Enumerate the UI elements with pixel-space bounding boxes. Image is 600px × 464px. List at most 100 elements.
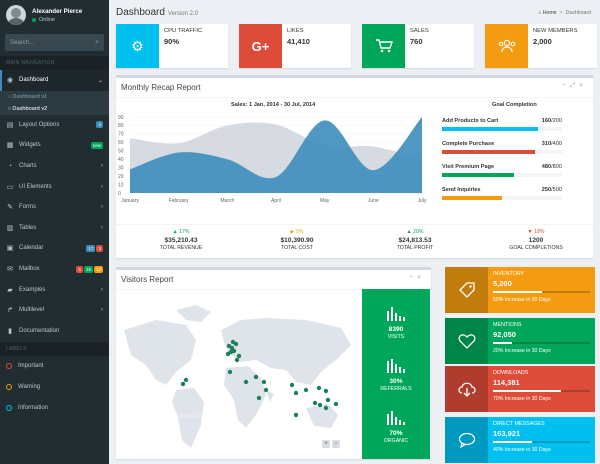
visitor-marker[interactable] <box>333 401 339 407</box>
sidebar-item-dashboard-v2[interactable]: Dashboard v2 <box>0 103 109 115</box>
visitor-marker[interactable] <box>303 387 309 393</box>
visitor-marker[interactable] <box>325 397 331 403</box>
side-box-value: 5,200 <box>493 279 512 288</box>
goal-count: 480/800 <box>541 164 562 170</box>
visitor-marker[interactable] <box>323 405 329 411</box>
visitor-marker[interactable] <box>293 390 299 396</box>
info-box-cpu-traffic: ⚙ CPU TRAFFIC 90% <box>116 24 228 68</box>
close-icon[interactable]: × <box>579 82 587 89</box>
x-tick-label: May <box>320 198 330 204</box>
visitor-marker[interactable] <box>312 400 318 406</box>
sidebar-item-examples[interactable]: ▰ Examples ‹ <box>0 279 109 300</box>
visits-value: 8390 <box>388 326 404 333</box>
world-map[interactable]: + − <box>116 290 361 460</box>
search-input[interactable]: Search... ⌕ <box>5 34 104 51</box>
info-box-label: NEW MEMBERS <box>533 28 578 34</box>
count-badge: 12 <box>93 265 103 273</box>
sidebar-item-dashboard-v1[interactable]: Dashboard v1 <box>0 91 109 103</box>
shopping-cart-icon <box>362 24 405 68</box>
sidebar-item-label: Layout Options <box>19 121 60 128</box>
sidebar-label-warning[interactable]: Warning <box>0 377 109 398</box>
sidebar-item-layout-options[interactable]: ▤ Layout Options 4 <box>0 115 109 136</box>
visitor-marker[interactable] <box>289 382 295 388</box>
visitor-marker[interactable] <box>227 369 233 375</box>
visitor-marker[interactable] <box>243 379 249 385</box>
home-icon: ⌂ <box>538 10 542 16</box>
visitor-marker[interactable] <box>317 402 323 408</box>
zoom-in-button[interactable]: + <box>322 440 330 448</box>
stat-value: $35,210.43 <box>164 237 198 244</box>
visitor-marker[interactable] <box>236 353 242 359</box>
x-tick-label: July <box>418 198 427 204</box>
sidebar-item-documentation[interactable]: ▮ Documentation <box>0 321 109 342</box>
goal-completion-title: Goal Completion <box>492 102 537 108</box>
avatar[interactable] <box>6 5 26 25</box>
bar-chart-icon <box>387 359 405 373</box>
visitor-marker[interactable] <box>225 351 231 357</box>
visitor-marker[interactable] <box>261 379 267 385</box>
visitor-marker[interactable] <box>253 374 259 380</box>
page-title-text: Dashboard <box>116 7 165 18</box>
circle-icon <box>6 363 12 370</box>
page-version: Version 2.0 <box>167 11 198 17</box>
visitor-marker[interactable] <box>293 412 299 418</box>
search-icon[interactable]: ⌕ <box>95 38 99 46</box>
visitor-marker[interactable] <box>263 387 269 393</box>
sidebar-item-tables[interactable]: ▥ Tables ‹ <box>0 218 109 239</box>
y-tick-label: 0 <box>118 191 121 197</box>
close-icon[interactable]: × <box>417 274 425 281</box>
referrals-value: 30% <box>389 378 403 385</box>
x-tick-label: February <box>169 198 190 204</box>
sidebar-item-dashboard[interactable]: ◉ Dashboard ⌄ <box>0 70 109 91</box>
goal-item: Complete Purchase 310/400 <box>442 141 562 154</box>
zoom-out-button[interactable]: − <box>332 440 340 448</box>
monthly-recap-box: Monthly Recap Report −⤢× Sales: 1 Jan, 2… <box>116 75 593 258</box>
visitor-marker[interactable] <box>323 388 329 394</box>
info-box-sales: SALES 760 <box>362 24 474 68</box>
visitor-marker[interactable] <box>256 395 262 401</box>
visitor-marker[interactable] <box>234 357 240 363</box>
side-box-value: 163,921 <box>493 429 521 438</box>
envelope-icon: ✉ <box>7 266 13 274</box>
collapse-icon[interactable]: − <box>562 82 570 89</box>
breadcrumb-home[interactable]: Home <box>542 10 557 16</box>
sidebar-item-label: Charts <box>19 163 37 170</box>
y-tick-label: 60 <box>118 140 124 146</box>
chevron-down-icon: ⌄ <box>97 77 103 84</box>
sidebar-label-information[interactable]: Information <box>0 397 109 418</box>
online-dot-icon <box>32 17 36 22</box>
goal-progress-fill <box>442 150 535 154</box>
sidebar-item-charts[interactable]: ◔ Charts ‹ <box>0 156 109 177</box>
sidebar-label-important[interactable]: Important <box>0 356 109 377</box>
visitor-marker[interactable] <box>180 381 186 387</box>
pie-chart-icon: ◔ <box>7 162 13 170</box>
referrals-stat: 30% REFERRALS <box>362 359 430 392</box>
sidebar-item-mailbox[interactable]: ✉ Mailbox 5 16 12 <box>0 259 109 280</box>
sidebar-item-forms[interactable]: ✎ Forms ‹ <box>0 197 109 218</box>
sidebar-item-widgets[interactable]: ▦ Widgets new <box>0 135 109 156</box>
referrals-label: REFERRALS <box>380 386 412 392</box>
dashboard-submenu: Dashboard v1 Dashboard v2 <box>0 90 109 115</box>
goal-count: 250/500 <box>541 187 562 193</box>
sidebar-item-multilevel[interactable]: ↱ Multilevel ‹ <box>0 300 109 321</box>
visitor-marker[interactable] <box>316 385 322 391</box>
visitor-markers <box>180 339 339 418</box>
box-tools: −⤢× <box>562 82 587 90</box>
collapse-icon[interactable]: − <box>409 274 418 281</box>
wrench-icon[interactable]: ⤢ <box>570 82 580 89</box>
goal-count: 310/400 <box>541 141 562 147</box>
bar-chart-icon <box>387 307 405 321</box>
world-map-shape <box>124 305 351 448</box>
sidebar-item-ui-elements[interactable]: ▭ UI Elements ‹ <box>0 176 109 197</box>
sidebar-item-label: Examples <box>19 286 46 293</box>
stat-total-profit: ▲ 20% $24,813.53 TOTAL PROFIT <box>365 229 465 251</box>
dashboard-icon: ◉ <box>6 77 14 85</box>
sidebar-item-label: Multilevel <box>19 307 45 314</box>
visitor-marker[interactable] <box>183 377 189 383</box>
search-placeholder: Search... <box>10 39 35 46</box>
visitor-marker[interactable] <box>230 339 236 345</box>
sidebar-item-calendar[interactable]: ▣ Calendar 17 3 <box>0 238 109 259</box>
y-tick-label: 30 <box>118 165 124 171</box>
side-box-label: INVENTORY <box>493 271 525 277</box>
stat-label: TOTAL COST <box>281 245 313 251</box>
